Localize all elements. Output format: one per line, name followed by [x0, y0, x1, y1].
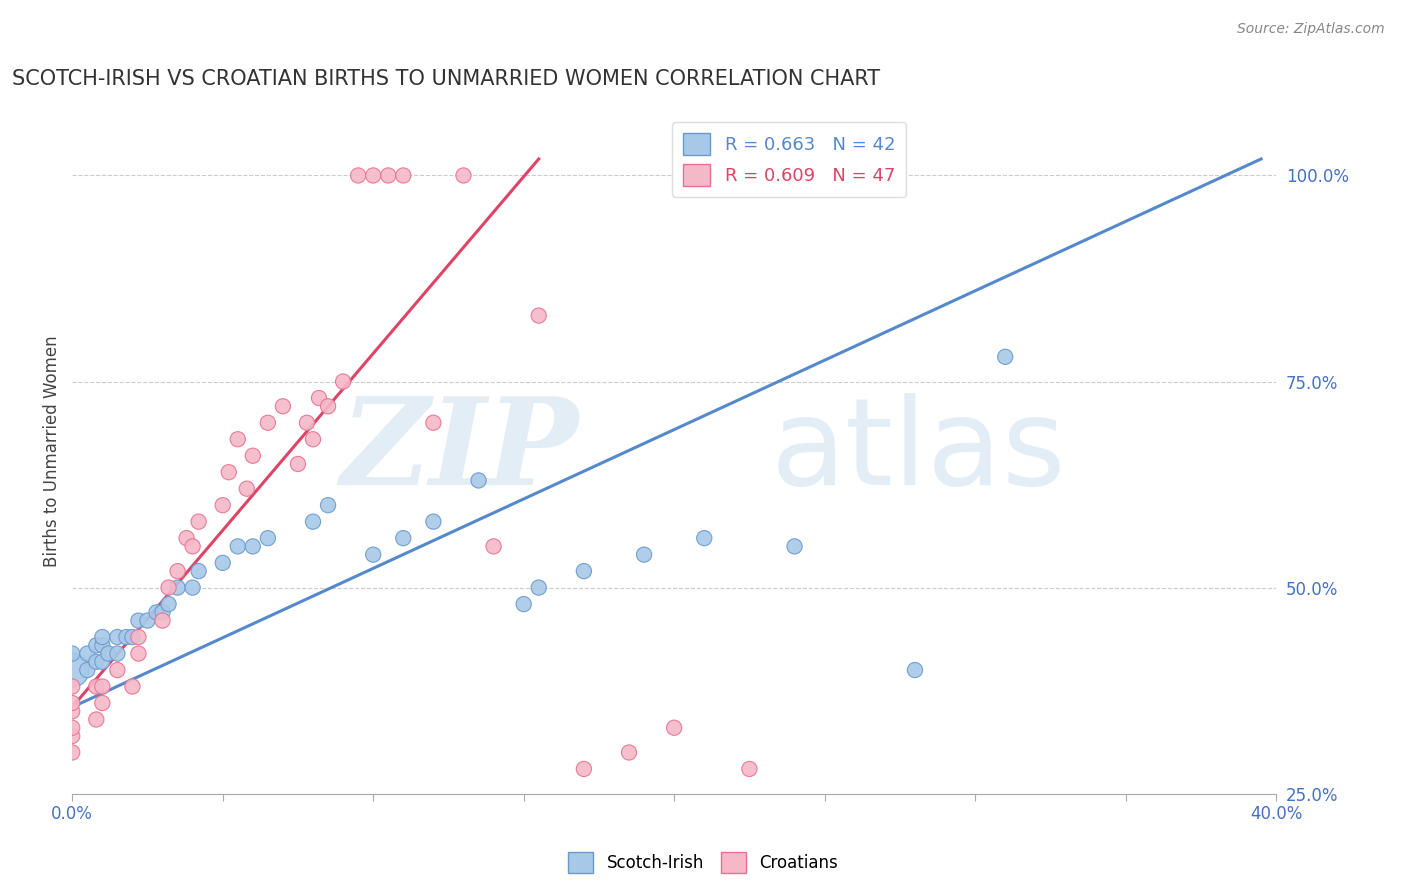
Point [105, 630, 128, 644]
Text: ZIP: ZIP [340, 392, 578, 511]
Point [187, 515, 209, 529]
Point [105, 663, 128, 677]
Point [226, 432, 249, 446]
Point [994, 350, 1017, 364]
Point [392, 531, 415, 545]
Point [617, 746, 640, 760]
Point [91, 630, 114, 644]
Point [152, 614, 174, 628]
Point [316, 498, 339, 512]
Point [60, 704, 83, 718]
Point [166, 564, 188, 578]
Point [181, 581, 204, 595]
Point [527, 309, 550, 323]
Point [512, 597, 534, 611]
Point [302, 432, 325, 446]
Point [1115, 820, 1137, 834]
Point [453, 169, 475, 183]
Point [527, 581, 550, 595]
Point [287, 457, 309, 471]
Point [152, 605, 174, 619]
Point [332, 375, 354, 389]
Point [572, 762, 595, 776]
Point [60, 696, 83, 710]
Point [257, 416, 280, 430]
Point [662, 721, 685, 735]
Point [572, 564, 595, 578]
Legend: Scotch-Irish, Croatians: Scotch-Irish, Croatians [561, 846, 845, 880]
Point [157, 597, 180, 611]
Point [127, 614, 149, 628]
Point [84, 713, 107, 727]
Point [377, 169, 399, 183]
Point [271, 399, 294, 413]
Point [361, 169, 384, 183]
Point [181, 540, 204, 554]
Point [76, 647, 98, 661]
Y-axis label: Births to Unmarried Women: Births to Unmarried Women [44, 335, 60, 567]
Point [392, 169, 415, 183]
Point [60, 680, 83, 694]
Point [60, 721, 83, 735]
Point [422, 416, 444, 430]
Point [60, 729, 83, 743]
Point [467, 474, 489, 488]
Point [226, 540, 249, 554]
Point [211, 556, 233, 570]
Point [302, 515, 325, 529]
Point [1174, 820, 1197, 834]
Point [361, 548, 384, 562]
Point [633, 548, 655, 562]
Point [91, 655, 114, 669]
Point [84, 655, 107, 669]
Point [84, 680, 107, 694]
Text: SCOTCH-IRISH VS CROATIAN BIRTHS TO UNMARRIED WOMEN CORRELATION CHART: SCOTCH-IRISH VS CROATIAN BIRTHS TO UNMAR… [13, 69, 880, 88]
Point [211, 498, 233, 512]
Text: Source: ZipAtlas.com: Source: ZipAtlas.com [1237, 22, 1385, 37]
Point [783, 540, 806, 554]
Point [60, 746, 83, 760]
Point [218, 465, 240, 479]
Point [60, 663, 83, 677]
Point [308, 391, 330, 405]
Point [105, 647, 128, 661]
Point [242, 540, 264, 554]
Point [783, 861, 806, 875]
Point [121, 680, 143, 694]
Point [236, 482, 259, 496]
Point [693, 169, 716, 183]
Point [91, 696, 114, 710]
Point [91, 638, 114, 652]
Point [316, 399, 339, 413]
Point [97, 647, 120, 661]
Text: atlas: atlas [770, 393, 1066, 510]
Point [295, 416, 318, 430]
Point [242, 449, 264, 463]
Point [76, 663, 98, 677]
Point [166, 581, 188, 595]
Point [127, 630, 149, 644]
Point [257, 531, 280, 545]
Point [84, 638, 107, 652]
Point [121, 630, 143, 644]
Point [904, 663, 927, 677]
Point [60, 647, 83, 661]
Point [482, 540, 505, 554]
Point [115, 630, 138, 644]
Point [738, 762, 761, 776]
Point [127, 647, 149, 661]
Point [157, 581, 180, 595]
Point [693, 531, 716, 545]
Point [176, 531, 198, 545]
Legend: R = 0.663   N = 42, R = 0.609   N = 47: R = 0.663 N = 42, R = 0.609 N = 47 [672, 122, 905, 197]
Point [136, 614, 159, 628]
Point [145, 605, 167, 619]
Point [347, 169, 370, 183]
Point [91, 680, 114, 694]
Point [422, 515, 444, 529]
Point [187, 564, 209, 578]
